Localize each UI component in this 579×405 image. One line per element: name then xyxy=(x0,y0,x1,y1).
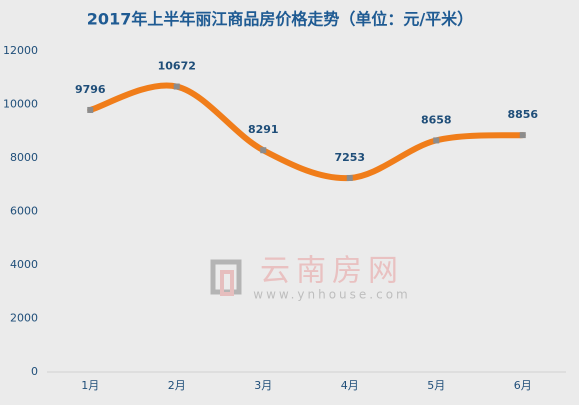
x-tick-label: 5月 xyxy=(427,379,445,392)
marker xyxy=(173,83,180,90)
y-tick-label: 12000 xyxy=(3,44,38,57)
x-tick-label: 2月 xyxy=(168,379,186,392)
data-label: 8291 xyxy=(248,123,279,136)
marker xyxy=(87,106,94,113)
y-tick-label: 6000 xyxy=(10,205,38,218)
y-tick-label: 0 xyxy=(31,365,38,378)
watermark-logo xyxy=(220,270,234,296)
watermark: 云南房网 www.ynhouse.com xyxy=(210,254,411,302)
marker xyxy=(433,137,440,144)
marker xyxy=(346,174,353,181)
series-line xyxy=(87,82,526,182)
x-tick-label: 4月 xyxy=(341,379,359,392)
watermark-title: 云南房网 xyxy=(260,254,404,289)
watermark-url: www.ynhouse.com xyxy=(253,288,411,302)
y-tick-label: 10000 xyxy=(3,98,38,111)
y-tick-label: 4000 xyxy=(10,258,38,271)
data-label: 10672 xyxy=(158,60,196,73)
data-label: 7253 xyxy=(334,151,365,164)
marker xyxy=(260,147,267,154)
y-tick-label: 2000 xyxy=(10,312,38,325)
y-tick-label: 8000 xyxy=(10,151,38,164)
chart-title: 2017年上半年丽江商品房价格走势（单位：元/平米） xyxy=(87,10,473,29)
marker xyxy=(519,132,526,139)
data-label: 8856 xyxy=(507,108,538,121)
x-tick-label: 6月 xyxy=(514,379,532,392)
data-label: 9796 xyxy=(75,83,106,96)
x-tick-label: 1月 xyxy=(81,379,99,392)
data-label: 8658 xyxy=(421,113,452,126)
x-tick-label: 3月 xyxy=(254,379,272,392)
